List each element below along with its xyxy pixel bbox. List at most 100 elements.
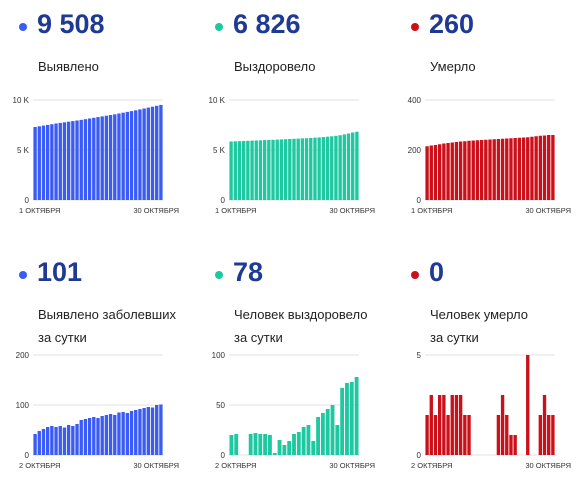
stat-label: Выздоровело	[234, 55, 316, 78]
bar	[58, 122, 62, 200]
bar	[325, 409, 330, 455]
bar	[346, 133, 351, 200]
ytick-label: 100	[212, 351, 226, 360]
bar	[345, 383, 349, 455]
bar	[513, 138, 517, 200]
bar	[509, 435, 513, 455]
stat-label: Умерло	[430, 55, 476, 78]
stat-value: 0	[429, 257, 445, 287]
bar	[50, 124, 54, 200]
bar	[521, 137, 526, 200]
bar	[121, 412, 125, 455]
stat-label: Человек умерло за сутки	[430, 303, 528, 349]
bar	[79, 119, 83, 200]
stat-label: Выявлено	[38, 55, 99, 78]
bar	[433, 145, 438, 200]
bar	[254, 140, 258, 200]
xtick-label: 30 ОКТЯБРЯ	[329, 461, 375, 470]
bar	[129, 111, 134, 200]
bar	[458, 395, 463, 455]
bar	[229, 435, 234, 455]
bar	[340, 388, 345, 455]
stat-label: Человек выздоровело за сутки	[234, 303, 367, 349]
legend-dot-icon	[19, 271, 27, 279]
legend-dot-icon	[215, 23, 223, 31]
bar	[300, 138, 305, 200]
bar	[87, 118, 92, 200]
bar	[159, 404, 163, 455]
legend-dot-icon	[411, 23, 419, 31]
stat-label: Выявлено заболевших за сутки	[38, 303, 176, 349]
ytick-label: 0	[417, 196, 422, 205]
bar	[96, 117, 100, 200]
bar	[551, 415, 555, 455]
bar	[538, 135, 542, 200]
bar	[450, 395, 454, 455]
bar	[442, 143, 446, 200]
xtick-label: 30 ОКТЯБРЯ	[133, 206, 179, 215]
bar	[458, 141, 463, 200]
bar	[325, 136, 330, 200]
bar	[279, 139, 284, 200]
xtick-label: 1 ОКТЯБРЯ	[411, 206, 452, 215]
bar	[248, 434, 253, 455]
bar-chart-4: 0 100 200 2 ОКТЯБРЯ 30 ОКТЯБРЯ	[16, 351, 179, 470]
xtick-label: 30 ОКТЯБРЯ	[525, 461, 571, 470]
bar	[268, 435, 272, 455]
bar	[113, 114, 117, 200]
bar	[313, 137, 317, 200]
bar	[317, 137, 321, 200]
stat-label-line: Выявлено заболевших	[38, 307, 176, 322]
bar	[505, 138, 509, 200]
ytick-label: 5 K	[213, 146, 226, 155]
bar	[150, 106, 155, 200]
ytick-label: 400	[408, 96, 422, 105]
bar	[320, 413, 325, 455]
bar	[234, 434, 239, 455]
bar	[113, 415, 117, 455]
stat-value: 78	[233, 257, 264, 287]
bar	[296, 138, 300, 200]
bar	[429, 145, 433, 200]
bar	[330, 136, 334, 200]
bar	[71, 426, 75, 455]
bar	[342, 134, 346, 200]
xtick-label: 30 ОКТЯБРЯ	[133, 461, 179, 470]
bar	[87, 418, 92, 455]
bar	[237, 141, 242, 200]
bar	[467, 415, 471, 455]
bar	[277, 440, 282, 455]
bar	[75, 120, 79, 200]
xtick-label: 2 ОКТЯБРЯ	[19, 461, 60, 470]
bar	[500, 138, 505, 200]
bar	[41, 125, 46, 200]
bar	[146, 407, 150, 455]
bar	[37, 431, 41, 455]
legend-dot-icon	[215, 271, 223, 279]
bar	[58, 426, 62, 455]
bar	[534, 136, 538, 200]
bar	[292, 434, 296, 455]
bar	[288, 139, 292, 200]
ytick-label: 10 K	[13, 96, 30, 105]
bar	[50, 426, 54, 455]
bar-chart-5: 0 50 100 2 ОКТЯБРЯ 30 ОКТЯБРЯ	[212, 351, 375, 470]
bar	[301, 427, 306, 455]
bar	[46, 124, 50, 200]
bar	[475, 140, 480, 200]
bar	[354, 377, 359, 455]
bar	[229, 141, 233, 200]
bar	[496, 415, 501, 455]
bar	[492, 139, 496, 200]
bar	[142, 408, 146, 455]
ytick-label: 200	[408, 146, 422, 155]
bar	[351, 132, 355, 200]
bar	[304, 138, 309, 200]
bar	[425, 415, 429, 455]
stat-value: 9 508	[37, 9, 105, 39]
bar	[62, 427, 67, 455]
bar	[134, 110, 138, 200]
ytick-label: 0	[221, 196, 226, 205]
bar	[33, 127, 37, 200]
bar	[37, 126, 41, 200]
